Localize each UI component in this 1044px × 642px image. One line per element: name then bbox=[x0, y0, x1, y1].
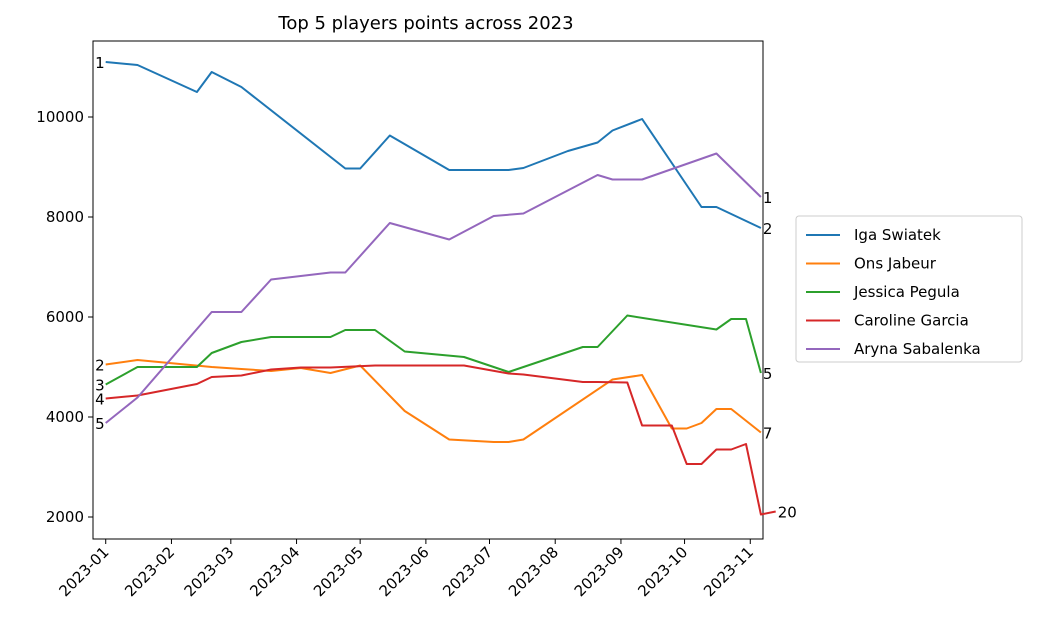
x-tick-label: 2023-06 bbox=[376, 543, 433, 600]
legend-label: Jessica Pegula bbox=[853, 283, 960, 301]
series-line-1 bbox=[105, 61, 762, 229]
x-tick-label: 2023-03 bbox=[181, 543, 238, 600]
x-tick-label: 2023-04 bbox=[246, 543, 303, 600]
series-layer bbox=[105, 61, 776, 516]
x-tick-label: 2023-11 bbox=[700, 543, 757, 600]
y-tick-label: 6000 bbox=[46, 308, 84, 326]
series-line-3 bbox=[105, 314, 762, 386]
legend-label: Caroline Garcia bbox=[854, 312, 969, 330]
plot-area bbox=[92, 40, 764, 540]
legend: Iga Swiatek Ons Jabeur Jessica Pegula Carol… bbox=[795, 215, 1023, 363]
end-rank-label: 5 bbox=[763, 365, 773, 383]
start-rank-label: 3 bbox=[95, 377, 105, 395]
legend-box bbox=[795, 215, 1023, 363]
x-tick-label: 2023-01 bbox=[55, 543, 112, 600]
start-rank-label: 2 bbox=[95, 357, 105, 375]
y-axis: 2000 4000 6000 8000 10000 bbox=[36, 108, 93, 526]
legend-label: Ons Jabeur bbox=[854, 255, 937, 273]
end-rank-label: 1 bbox=[763, 189, 773, 207]
x-tick-label: 2023-08 bbox=[505, 543, 562, 600]
x-tick-label: 2023-10 bbox=[634, 543, 691, 600]
x-tick-label: 2023-09 bbox=[571, 543, 628, 600]
x-tick-label: 2023-02 bbox=[121, 543, 178, 600]
y-tick-label: 10000 bbox=[36, 108, 84, 126]
x-axis: 2023-01 2023-02 2023-03 2023-04 2023-05 2023-… bbox=[55, 539, 757, 600]
legend-label: Iga Swiatek bbox=[854, 226, 941, 244]
end-rank-label: 2 bbox=[763, 220, 773, 238]
y-tick-label: 8000 bbox=[46, 208, 84, 226]
start-rank-label: 1 bbox=[95, 54, 105, 72]
y-tick-label: 2000 bbox=[46, 508, 84, 526]
end-labels-layer: 1 2 2 7 3 5 4 20 5 1 bbox=[95, 54, 797, 522]
x-tick-label: 2023-07 bbox=[439, 543, 496, 600]
end-rank-label: 20 bbox=[778, 504, 797, 522]
start-rank-label: 5 bbox=[95, 415, 105, 433]
series-line-5 bbox=[105, 152, 762, 424]
series-line-4 bbox=[105, 364, 776, 516]
series-line-2 bbox=[105, 359, 762, 443]
start-rank-label: 4 bbox=[95, 391, 105, 409]
chart-title: Top 5 players points across 2023 bbox=[277, 13, 573, 34]
end-rank-label: 7 bbox=[763, 425, 773, 443]
legend-label: Aryna Sabalenka bbox=[854, 340, 981, 358]
y-tick-label: 4000 bbox=[46, 408, 84, 426]
x-tick-label: 2023-05 bbox=[310, 543, 367, 600]
